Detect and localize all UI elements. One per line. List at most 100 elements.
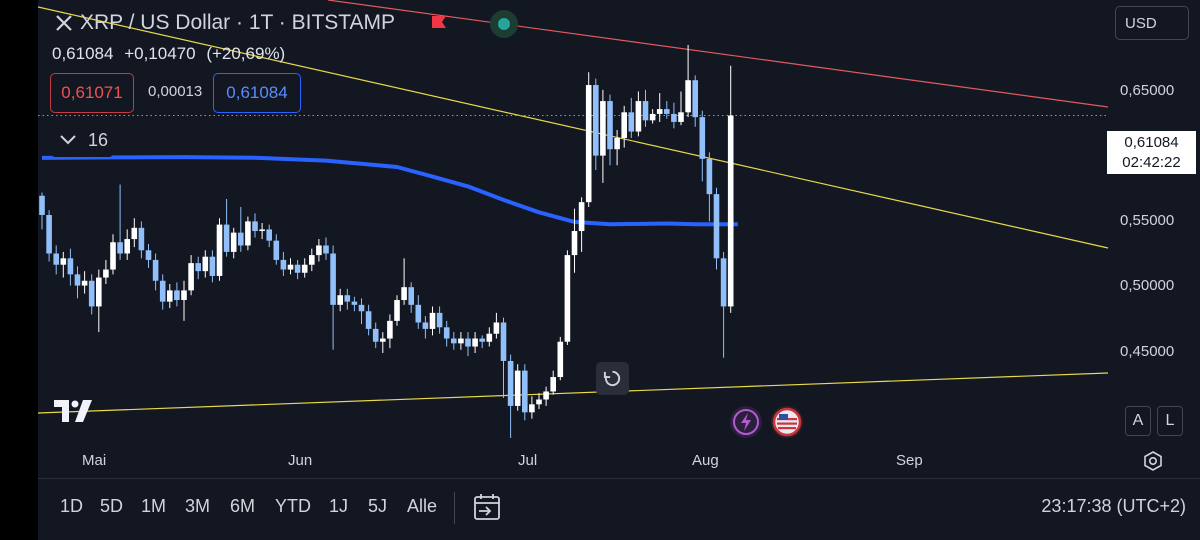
range-1d-button[interactable]: 1D (60, 496, 84, 516)
range-1m-button[interactable]: 1M (141, 496, 167, 516)
candle-down (713, 194, 720, 259)
candle-up (337, 295, 343, 305)
candle-up (543, 391, 549, 400)
close-icon[interactable] (52, 11, 76, 35)
candle-down (507, 360, 514, 406)
range-6m-button[interactable]: 6M (230, 496, 256, 516)
candle-up (649, 113, 656, 121)
candle-up (401, 287, 407, 301)
candle-up (96, 277, 102, 307)
currency-select[interactable]: USD (1115, 6, 1189, 40)
candle-up (301, 264, 308, 273)
x-tick-label: Sep (896, 452, 923, 469)
candle-down (252, 221, 258, 232)
symbol-title[interactable]: XRP / US Dollar · 1T · BITSTAMP (80, 11, 396, 34)
toolbar-divider (38, 478, 1200, 479)
candle-down (436, 312, 443, 328)
candle-up (621, 112, 627, 138)
candle-up (202, 256, 209, 272)
candle-down (699, 117, 706, 159)
candle-up (103, 269, 109, 278)
candle-down (46, 214, 52, 254)
candle-up (458, 338, 464, 344)
indicator-count: 16 (88, 130, 109, 150)
indicators-toggle[interactable]: 16 (50, 123, 114, 157)
range-ytd-button[interactable]: YTD (275, 496, 311, 516)
candle-up (571, 231, 578, 256)
candle-up (60, 258, 67, 265)
range-1j-button[interactable]: 1J (329, 496, 349, 516)
candle-up (287, 264, 294, 270)
auto-scale-button[interactable]: A (1125, 406, 1151, 436)
range-3m-button[interactable]: 3M (185, 496, 211, 516)
candle-down (408, 287, 414, 305)
rotate-icon (603, 370, 621, 387)
candle-up (131, 227, 138, 240)
chevron-down-icon (60, 135, 76, 145)
candle-down (273, 240, 280, 260)
log-scale-button[interactable]: L (1157, 406, 1183, 436)
candle-down (223, 224, 230, 252)
descending-trendline (38, 6, 1109, 249)
x-tick-label: Jul (518, 452, 538, 469)
session-clock: 23:17:38 (UTC+2) (1041, 496, 1186, 516)
candle-up (614, 137, 620, 150)
candle-down (88, 280, 95, 307)
range-5d-button[interactable]: 5D (100, 496, 124, 516)
go-to-date-icon[interactable] (473, 492, 501, 522)
candle-down (209, 256, 216, 276)
candle-down (664, 109, 670, 114)
candle-up (635, 101, 642, 132)
reset-chart-button[interactable] (596, 362, 629, 395)
tradingview-logo-icon[interactable] (54, 398, 100, 424)
resistance-trendline (327, 0, 1109, 108)
candle-down (53, 253, 59, 265)
y-tick-label: 0,55000 (1120, 212, 1175, 229)
candle-up (181, 290, 187, 301)
settings-icon[interactable] (1142, 450, 1164, 472)
candle-up (600, 101, 606, 156)
support-trendline (38, 372, 1109, 414)
candle-up (564, 255, 571, 342)
market-status-icon[interactable] (490, 10, 518, 38)
candle-down (294, 264, 301, 273)
us-flag-icon (772, 407, 802, 437)
candle-down (145, 250, 152, 260)
candle-down (692, 80, 698, 118)
candle-up (245, 221, 251, 246)
candle-up (394, 300, 400, 321)
candle-down (323, 245, 329, 254)
candle-down (422, 322, 429, 329)
candle-up (656, 109, 663, 114)
price-change: +0,10470 (124, 44, 196, 63)
flag-icon[interactable] (431, 15, 447, 33)
candle-down (522, 370, 528, 413)
candle-down (159, 280, 166, 302)
candle-down (443, 327, 450, 339)
candle-down (372, 328, 379, 342)
candle-up (188, 263, 194, 291)
price-chart[interactable] (38, 0, 1200, 478)
candle-up (81, 280, 88, 286)
us-flag-event-icon[interactable] (771, 406, 803, 438)
sell-button[interactable]: 0,61071 (50, 73, 134, 113)
buy-button[interactable]: 0,61084 (213, 73, 301, 113)
y-tick-label: 0,65000 (1120, 82, 1175, 99)
range-5j-button[interactable]: 5J (368, 496, 388, 516)
candle-up (493, 322, 500, 334)
lightning-event-icon[interactable] (730, 406, 762, 438)
candle-down (628, 112, 635, 132)
candle-up (110, 242, 116, 270)
bolt-icon (733, 409, 759, 435)
candle-up (124, 239, 130, 254)
last-price: 0,61084 (52, 44, 114, 63)
candle-down (415, 304, 422, 323)
range-all-button[interactable]: Alle (407, 496, 438, 516)
candle-up (316, 245, 322, 256)
candle-down (451, 338, 457, 344)
candle-down (706, 158, 713, 195)
current-price-value: 0,61084 (1124, 134, 1179, 151)
candle-down (358, 304, 365, 312)
y-tick-label: 0,50000 (1120, 277, 1175, 294)
bottom-toolbar: 1D 5D 1M 3M 6M YTD 1J 5J Alle 23:17:38 (… (38, 480, 1200, 540)
